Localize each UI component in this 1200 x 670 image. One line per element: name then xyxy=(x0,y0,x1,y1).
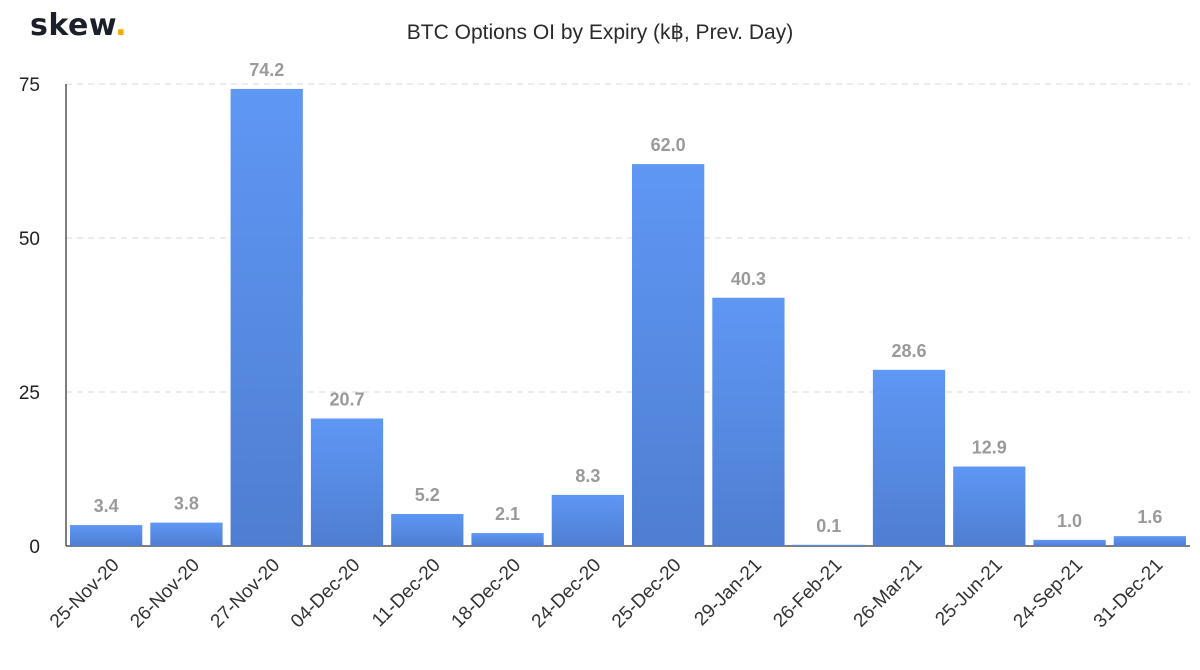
x-tick-label: 18-Dec-20 xyxy=(448,555,526,633)
x-tick-label: 26-Mar-21 xyxy=(850,555,927,632)
category-labels: 25-Nov-20 26-Nov-20 27-Nov-20 04-Dec-20 11-D… xyxy=(46,555,1167,633)
data-label: 8.3 xyxy=(575,466,600,486)
bar-25-Dec-20 xyxy=(632,164,705,546)
data-label: 12.9 xyxy=(972,438,1007,458)
bar-26-Mar-21 xyxy=(872,369,946,546)
y-tick-label: 0 xyxy=(29,537,40,558)
x-tick-label: 29-Jan-21 xyxy=(691,555,766,630)
bar-11-Dec-20 xyxy=(391,513,464,546)
x-tick-label: 24-Dec-20 xyxy=(528,555,606,633)
data-label: 5.2 xyxy=(415,485,440,505)
data-label: 62.0 xyxy=(651,135,686,155)
bar-31-Dec-21 xyxy=(1113,536,1186,546)
x-tick-label: 26-Feb-21 xyxy=(769,555,846,632)
x-tick-label: 11-Dec-20 xyxy=(368,555,445,632)
skew-logo: skew. xyxy=(30,8,127,43)
data-label: 0.1 xyxy=(816,516,841,536)
bar-29-Jan-21 xyxy=(712,297,785,546)
y-tick-label: 25 xyxy=(19,383,40,404)
y-tick-label: 75 xyxy=(19,75,40,96)
bar-26-Feb-21 xyxy=(792,544,865,546)
data-label: 1.0 xyxy=(1057,511,1082,531)
chart-title: BTC Options OI by Expiry (k฿, Prev. Day) xyxy=(406,21,794,44)
bar-25-Nov-20 xyxy=(70,525,143,546)
bar-04-Dec-20 xyxy=(310,418,384,546)
x-tick-label: 31-Dec-21 xyxy=(1090,555,1168,633)
x-tick-label: 24-Sep-21 xyxy=(1010,555,1088,633)
data-label: 74.2 xyxy=(249,60,284,80)
data-label: 3.8 xyxy=(174,494,199,514)
bars xyxy=(70,88,1186,546)
data-label: 28.6 xyxy=(891,341,926,361)
x-tick-label: 26-Nov-20 xyxy=(126,555,204,633)
x-tick-label: 25-Jun-21 xyxy=(931,555,1006,630)
x-tick-label: 04-Dec-20 xyxy=(287,555,365,633)
x-tick-label: 27-Nov-20 xyxy=(207,555,285,633)
bar-26-Nov-20 xyxy=(150,522,223,546)
data-label: 3.4 xyxy=(94,496,119,516)
bar-25-Jun-21 xyxy=(953,466,1026,546)
bar-24-Sep-21 xyxy=(1033,539,1106,546)
bar-27-Nov-20 xyxy=(230,88,303,546)
brand-dot: . xyxy=(115,8,128,43)
x-tick-label: 25-Dec-20 xyxy=(608,555,686,633)
bar-24-Dec-20 xyxy=(551,494,624,546)
bar-18-Dec-20 xyxy=(471,533,544,546)
data-label: 2.1 xyxy=(495,504,520,524)
data-label: 40.3 xyxy=(731,269,766,289)
x-tick-label: 25-Nov-20 xyxy=(46,555,124,633)
data-label: 20.7 xyxy=(329,389,364,409)
y-tick-label: 50 xyxy=(19,229,40,250)
brand-name: skew xyxy=(30,8,116,43)
data-labels: 3.4 3.8 74.2 20.7 5.2 2.1 8.3 62.0 40.3 0.1 28.6 12… xyxy=(94,60,1163,536)
data-label: 1.6 xyxy=(1137,507,1162,527)
